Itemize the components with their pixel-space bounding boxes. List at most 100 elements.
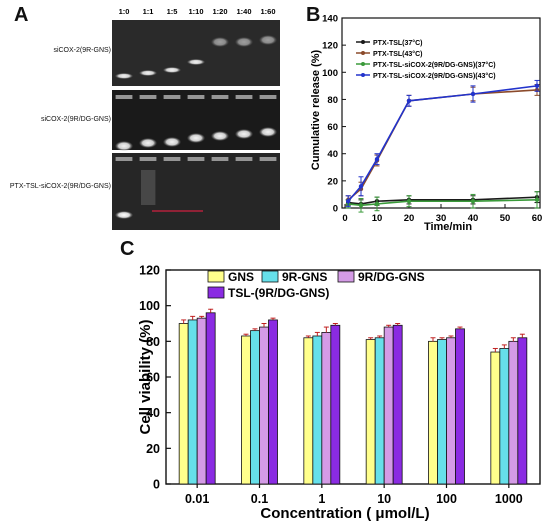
gel-well <box>235 95 253 99</box>
gel-band <box>210 37 230 47</box>
gel-ratio-label: 1:5 <box>167 7 178 16</box>
gel-well <box>115 157 133 161</box>
b-x-tick-label: 10 <box>372 213 383 224</box>
b-y-tick-label: 100 <box>322 68 338 79</box>
b-legend-label: PTX-TSL(37°C) <box>373 39 422 47</box>
b-data-point <box>358 203 364 208</box>
c-bar <box>196 317 207 485</box>
b-y-tick-label: 140 <box>322 14 338 25</box>
gel-ratio-label: 1:40 <box>236 7 251 16</box>
gel-ratio-label: 1:10 <box>188 7 203 16</box>
panel-b-label: B <box>306 4 321 26</box>
gel-ratio-label: 1:20 <box>212 7 227 16</box>
b-y-axis-label: Cumulative release (%) <box>310 49 322 170</box>
gel-ratio-label: 1:0 <box>119 7 130 16</box>
cell-viability-bar-chart: 0 20 40 60 80 100 120 0.01 0.1 1 10 100 1000 GNS 9R-G… <box>137 264 541 522</box>
b-legend-marker <box>361 40 365 44</box>
b-y-tick-label: 120 <box>322 41 338 52</box>
b-data-point <box>374 156 380 162</box>
gel-band <box>114 73 134 79</box>
gel-band <box>138 138 158 148</box>
b-legend-marker <box>361 62 365 66</box>
gel-row-3 <box>112 153 280 230</box>
b-x-tick-label: 50 <box>500 213 511 224</box>
b-data-point <box>534 197 540 203</box>
c-bar <box>330 324 341 485</box>
release-line-chart: 0 20 40 60 80 100 120 140 0 10 20 30 40 50 60 PTX-TSL(… <box>310 14 542 234</box>
c-bar <box>259 326 269 485</box>
gel-well <box>259 157 277 161</box>
gel-ratio-label: 1:1 <box>143 7 154 16</box>
c-bar <box>374 337 385 485</box>
c-y-tick-label: 60 <box>146 371 160 385</box>
c-bar <box>517 337 528 485</box>
c-legend-label: 9R/DG-GNS <box>358 270 425 284</box>
gel-band <box>258 127 278 137</box>
b-data-point <box>346 199 351 204</box>
c-legend-label: 9R-GNS <box>282 270 327 284</box>
c-plot-frame <box>165 269 541 485</box>
c-legend-swatch <box>261 270 279 283</box>
c-bar <box>446 337 456 485</box>
gel-row-label-3: PTX-TSL-siCOX-2(9R/DG-GNS) <box>10 183 111 190</box>
gel-well <box>163 157 181 161</box>
b-x-tick-label: 30 <box>436 213 447 224</box>
b-legend-label: PTX-TSL-siCOX-2(9R/DG-GNS)(37°C) <box>373 61 496 69</box>
b-data-point <box>470 91 476 97</box>
b-data-point <box>358 184 364 189</box>
c-bar <box>312 335 323 485</box>
gel-row-1 <box>112 20 280 86</box>
b-data-point <box>470 199 476 204</box>
b-data-point <box>406 98 412 103</box>
gel-well <box>163 95 181 99</box>
b-y-tick-label: 80 <box>327 95 338 106</box>
c-x-tick-label: 1000 <box>495 492 523 506</box>
gel-ratio-labels: 1:0 1:1 1:5 1:10 1:20 1:40 1:60 <box>119 7 276 16</box>
b-y-tick-label: 0 <box>333 204 338 215</box>
c-x-tick-label: 0.1 <box>251 492 268 506</box>
gel-well <box>139 95 157 99</box>
b-y-tick-label: 20 <box>327 176 338 187</box>
gel-band <box>258 35 278 45</box>
c-y-tick-label: 40 <box>146 406 160 420</box>
gel-electrophoresis-image: 1:0 1:1 1:5 1:10 1:20 1:40 1:60 siCOX-2(9R-GNS… <box>10 7 280 230</box>
c-bar <box>455 328 465 485</box>
gel-band <box>162 67 182 73</box>
c-bar <box>268 319 278 485</box>
c-bar <box>241 335 251 485</box>
c-legend-swatch <box>207 270 225 283</box>
b-x-axis-label: Time/min <box>424 221 472 233</box>
c-x-tick-label: 100 <box>436 492 457 506</box>
c-x-axis-label: Concentration ( μmol/L) <box>260 505 429 522</box>
gel-well <box>115 95 133 99</box>
c-bar <box>508 340 519 485</box>
gel-band <box>210 131 230 141</box>
gel-well <box>187 157 205 161</box>
gel-ratio-label: 1:60 <box>260 7 275 16</box>
c-bar <box>250 330 260 485</box>
c-legend-swatch <box>207 286 225 299</box>
c-bar <box>187 319 198 485</box>
c-x-tick-label: 10 <box>377 492 391 506</box>
b-legend-label: PTX-TSL-siCOX-2(9R/DG-GNS)(43°C) <box>373 72 496 80</box>
c-bar <box>437 339 447 485</box>
gel-band <box>162 137 182 147</box>
b-x-tick-label: 40 <box>468 213 479 224</box>
c-bar <box>392 324 403 485</box>
b-series-line <box>347 85 538 202</box>
b-data-point <box>406 199 412 204</box>
c-y-axis-label: Cell viability (%) <box>137 319 154 434</box>
b-x-tick-label: 20 <box>404 213 415 224</box>
c-y-tick-label: 80 <box>146 335 160 349</box>
gel-well <box>235 157 253 161</box>
b-legend-label: PTX-TSL(43°C) <box>373 50 422 58</box>
c-y-tick-label: 0 <box>153 478 160 492</box>
gel-well <box>259 95 277 99</box>
b-legend-marker <box>361 73 365 77</box>
c-y-tick-label: 120 <box>139 264 160 278</box>
c-bar <box>490 351 501 485</box>
b-y-tick-label: 40 <box>327 149 338 160</box>
c-bar <box>365 339 376 485</box>
c-y-tick-label: 20 <box>146 442 160 456</box>
panel-c-label: C <box>120 238 135 260</box>
